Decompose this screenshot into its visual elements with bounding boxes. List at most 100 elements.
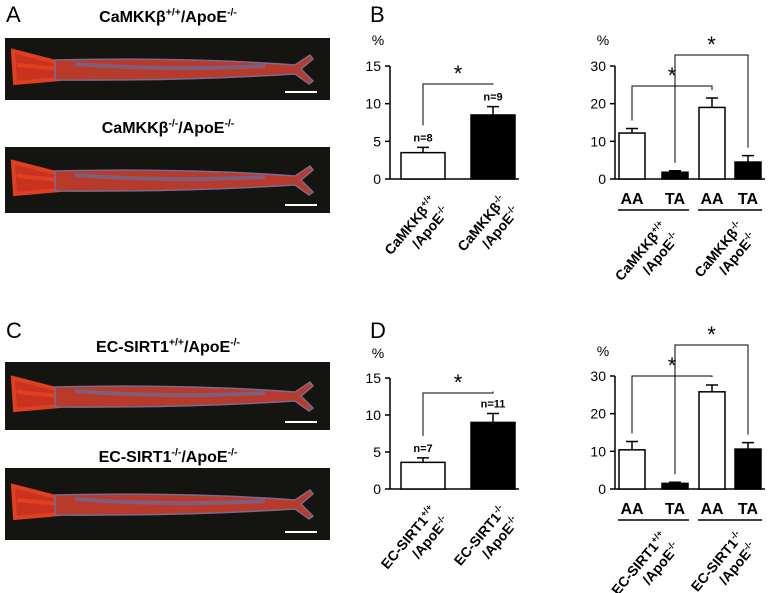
- label-part: EC-SIRT1: [99, 449, 172, 466]
- significance-star: *: [668, 353, 677, 378]
- significance-bracket: [631, 375, 713, 434]
- aorta-photo: [5, 38, 330, 100]
- y-axis-label: %: [372, 345, 384, 361]
- error-bar: [742, 441, 754, 450]
- panel-letter: B: [370, 2, 385, 27]
- y-tick-label: 10: [590, 133, 606, 149]
- plaque: [74, 389, 266, 398]
- panel-letter: D: [370, 318, 386, 343]
- significance-bracket: [422, 83, 494, 126]
- category-label: EC-SIRT1-/-/ApoE-/-: [451, 502, 518, 568]
- bar: [618, 132, 646, 180]
- category-label: EC-SIRT1+/+/ApoE-/-: [378, 502, 448, 572]
- y-tick-label: 20: [590, 96, 606, 112]
- label-part: CaMKKβ: [99, 9, 166, 26]
- bar: [618, 449, 646, 490]
- significance-bracket: [674, 344, 749, 475]
- y-tick-label: 0: [373, 481, 381, 497]
- aorta-photo: [5, 147, 330, 213]
- photo-label: EC-SIRT1+/+/ApoE-/-: [96, 338, 241, 356]
- significance-star: *: [707, 322, 716, 347]
- bar: [734, 161, 762, 180]
- x-tick-label: AA: [620, 191, 644, 208]
- superscript: +/+: [166, 8, 181, 19]
- x-tick-label: AA: [700, 191, 724, 208]
- bar: [400, 461, 446, 490]
- x-tick-label: TA: [665, 501, 686, 518]
- y-tick-label: 10: [365, 407, 381, 423]
- error-bar: [669, 481, 681, 484]
- bar: [470, 114, 516, 180]
- y-axis-label: %: [372, 32, 384, 48]
- y-tick-label: 0: [598, 481, 606, 497]
- photo-label: CaMKKβ+/+/ApoE-/-: [99, 8, 237, 26]
- panel-letter: C: [6, 318, 22, 343]
- significance-bracket: [631, 85, 713, 121]
- significance-star: *: [668, 63, 677, 88]
- significance-star: *: [454, 370, 463, 395]
- error-bar: [417, 457, 429, 463]
- superscript: -/-: [228, 448, 238, 459]
- superscript: -/-: [230, 338, 240, 349]
- y-tick-label: 20: [590, 406, 606, 422]
- y-tick-label: 15: [365, 370, 381, 386]
- bar: [698, 391, 726, 490]
- label-part: EC-SIRT1: [96, 339, 169, 356]
- error-bar: [487, 412, 499, 423]
- x-tick-label: TA: [665, 191, 686, 208]
- error-bar: [417, 146, 429, 153]
- superscript: -/-: [172, 448, 182, 459]
- superscript: +/+: [169, 338, 184, 349]
- bar: [661, 482, 689, 490]
- bar: [734, 448, 762, 490]
- category-label: EC-SIRT1-/-/ApoE-/-: [688, 528, 755, 593]
- y-tick-label: 10: [590, 443, 606, 459]
- label-part: /ApoE: [184, 339, 231, 356]
- x-tick-label: AA: [700, 501, 724, 518]
- x-tick-label: TA: [738, 501, 759, 518]
- y-axis-label: %: [597, 343, 609, 359]
- category-label: CaMKKβ-/-/ApoE-/-: [691, 218, 754, 280]
- bar: [698, 106, 726, 180]
- plaque: [74, 173, 266, 182]
- x-tick-label: AA: [620, 501, 644, 518]
- photo-label: CaMKKβ-/-/ApoE-/-: [102, 119, 235, 137]
- aorta-arch: [10, 48, 62, 86]
- bar: [661, 171, 689, 180]
- category-label: CaMKKβ-/-/ApoE-/-: [454, 192, 517, 254]
- label-part: /ApoE: [181, 9, 228, 26]
- category-label: CaMKKβ+/+/ApoE-/-: [381, 192, 447, 257]
- error-bar: [706, 97, 718, 108]
- error-bar: [487, 105, 499, 115]
- bar: [400, 151, 446, 180]
- superscript: -/-: [168, 119, 178, 130]
- y-tick-label: 30: [590, 58, 606, 74]
- y-tick-label: 10: [365, 96, 381, 112]
- error-bar: [669, 169, 681, 173]
- y-tick-label: 15: [365, 58, 381, 74]
- significance-star: *: [454, 61, 463, 86]
- n-label: n=8: [413, 132, 432, 144]
- aorta-photo: [5, 468, 330, 540]
- y-axis-label: %: [597, 32, 609, 48]
- error-bar: [706, 384, 718, 392]
- category-label: EC-SIRT1+/+/ApoE-/-: [608, 528, 678, 593]
- y-tick-label: 5: [373, 444, 381, 460]
- superscript: -/-: [227, 8, 237, 19]
- label-part: /ApoE: [178, 120, 225, 137]
- panel-letter: A: [6, 2, 21, 27]
- n-label: n=9: [483, 92, 502, 104]
- error-bar: [626, 127, 638, 134]
- x-tick-label: TA: [738, 191, 759, 208]
- label-part: CaMKKβ: [102, 120, 169, 137]
- n-label: n=7: [413, 443, 432, 455]
- category-label: CaMKKβ+/+/ApoE-/-: [612, 218, 678, 283]
- n-label: n=11: [481, 399, 506, 411]
- photo-label: EC-SIRT1-/-/ApoE-/-: [99, 448, 238, 466]
- label-part: /ApoE: [181, 449, 228, 466]
- error-bar: [742, 154, 754, 163]
- superscript: -/-: [224, 119, 234, 130]
- y-tick-label: 5: [373, 133, 381, 149]
- significance-bracket: [422, 391, 494, 436]
